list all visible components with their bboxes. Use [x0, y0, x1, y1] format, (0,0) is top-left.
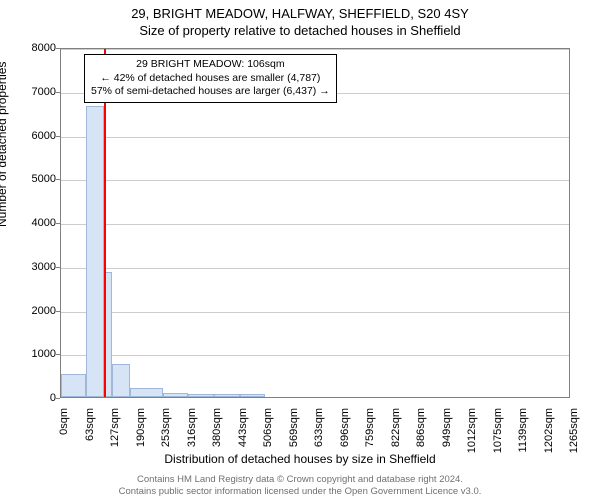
y-axis-label: Number of detached properties [0, 62, 9, 227]
y-tick-mark [56, 136, 60, 137]
x-tick-label: 253sqm [160, 408, 172, 458]
annotation-line-1: 29 BRIGHT MEADOW: 106sqm [91, 58, 330, 72]
annotation-line-3: 57% of semi-detached houses are larger (… [91, 85, 330, 99]
histogram-bar [163, 393, 188, 397]
x-tick-label: 506sqm [262, 408, 274, 458]
histogram-bar [240, 394, 265, 397]
y-tick-mark [56, 48, 60, 49]
gridline [61, 355, 569, 356]
histogram-bar [130, 388, 163, 397]
y-tick-label: 6000 [16, 130, 56, 142]
gridline [61, 49, 569, 50]
x-tick-label: 1012sqm [466, 408, 478, 458]
gridline [61, 137, 569, 138]
gridline [61, 312, 569, 313]
x-tick-label: 1202sqm [543, 408, 555, 458]
y-tick-mark [56, 179, 60, 180]
chart-address: 29, BRIGHT MEADOW, HALFWAY, SHEFFIELD, S… [0, 6, 600, 21]
gridline [61, 180, 569, 181]
x-tick-label: 696sqm [339, 408, 351, 458]
y-tick-label: 5000 [16, 173, 56, 185]
copyright-notice: Contains HM Land Registry data © Crown c… [0, 474, 600, 497]
gridline [61, 224, 569, 225]
x-tick-label: 1139sqm [517, 408, 529, 458]
annotation-box: 29 BRIGHT MEADOW: 106sqm ← 42% of detach… [84, 54, 337, 103]
y-tick-mark [56, 92, 60, 93]
copyright-line-1: Contains HM Land Registry data © Crown c… [137, 474, 463, 485]
x-tick-label: 949sqm [441, 408, 453, 458]
histogram-bar [61, 374, 86, 397]
y-tick-label: 0 [16, 392, 56, 404]
x-tick-label: 0sqm [58, 408, 70, 458]
x-tick-label: 316sqm [186, 408, 198, 458]
y-tick-label: 3000 [16, 261, 56, 273]
x-tick-label: 1075sqm [492, 408, 504, 458]
x-tick-label: 569sqm [288, 408, 300, 458]
y-tick-mark [56, 311, 60, 312]
gridline [61, 268, 569, 269]
y-tick-label: 1000 [16, 348, 56, 360]
chart-subtitle: Size of property relative to detached ho… [0, 23, 600, 38]
histogram-bar [86, 106, 103, 397]
x-tick-label: 633sqm [313, 408, 325, 458]
x-tick-label: 443sqm [237, 408, 249, 458]
y-tick-label: 8000 [16, 42, 56, 54]
histogram-bar [112, 364, 129, 397]
x-tick-label: 63sqm [84, 408, 96, 458]
x-tick-label: 127sqm [109, 408, 121, 458]
histogram-bar [188, 394, 214, 398]
histogram-bar [214, 394, 239, 397]
y-tick-label: 7000 [16, 86, 56, 98]
y-tick-mark [56, 398, 60, 399]
y-tick-mark [56, 354, 60, 355]
x-tick-label: 1265sqm [568, 408, 580, 458]
x-tick-label: 190sqm [135, 408, 147, 458]
y-tick-mark [56, 267, 60, 268]
annotation-line-2: ← 42% of detached houses are smaller (4,… [91, 72, 330, 86]
x-tick-label: 380sqm [211, 408, 223, 458]
x-tick-label: 822sqm [390, 408, 402, 458]
y-tick-label: 4000 [16, 217, 56, 229]
y-tick-label: 2000 [16, 305, 56, 317]
x-tick-label: 759sqm [364, 408, 376, 458]
y-tick-mark [56, 223, 60, 224]
x-tick-label: 886sqm [415, 408, 427, 458]
copyright-line-2: Contains public sector information licen… [119, 486, 482, 497]
